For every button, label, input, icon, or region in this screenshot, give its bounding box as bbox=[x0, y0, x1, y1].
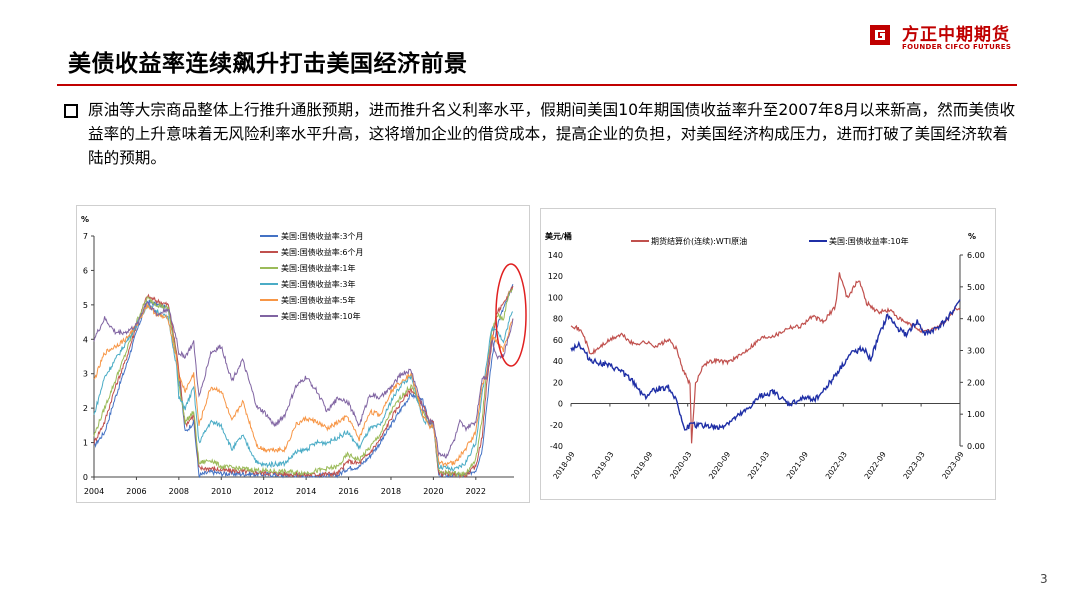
x-tick-label: 2021-03 bbox=[746, 450, 771, 481]
bullet-square-icon bbox=[64, 104, 78, 118]
y-tick-label: 6 bbox=[83, 266, 88, 275]
x-tick-label: 2018-09 bbox=[551, 450, 576, 481]
bullet-paragraph: 原油等大宗商品整体上行推升通胀预期，进而推升名义利率水平，假期间美国10年期国债… bbox=[88, 101, 1016, 167]
series-line-wti bbox=[570, 272, 961, 444]
right-tick-label: 3.00 bbox=[967, 347, 985, 356]
x-tick-label: 2023-03 bbox=[901, 450, 926, 481]
legend: 美国:国债收益率:3个月美国:国债收益率:6个月美国:国债收益率:1年美国:国债… bbox=[260, 231, 363, 321]
left-tick-label: -20 bbox=[550, 421, 563, 430]
legend-label: 美国:国债收益率:3年 bbox=[281, 279, 355, 289]
x-tick-label: 2012 bbox=[254, 487, 274, 496]
x-tick-label: 2018 bbox=[381, 487, 401, 496]
right-tick-label: 6.00 bbox=[967, 251, 985, 260]
x-tick-label: 2019-03 bbox=[590, 450, 615, 481]
x-tick-label: 2023-09 bbox=[940, 450, 965, 481]
legend-label: 美国:国债收益率:10年 bbox=[281, 311, 361, 321]
wti-vs-10y-chart: 美元/桶 % 期货结算价(连续):WTI原油 美国:国债收益率:10年 140 120 10… bbox=[545, 231, 985, 481]
y-tick-label: 4 bbox=[83, 335, 88, 344]
series-line bbox=[93, 303, 514, 472]
x-tick-label: 2008 bbox=[169, 487, 189, 496]
x-tick-label: 2021-09 bbox=[785, 450, 810, 481]
legend-label: 美国:国债收益率:3个月 bbox=[281, 231, 363, 241]
right-tick-label: 4.00 bbox=[967, 315, 985, 324]
chart-panel-wti-vs-10y: 美元/桶% 期货结算价(连续):WTI原油 美国:国债收益率:10年 140 120 10… bbox=[540, 208, 996, 500]
series-line bbox=[93, 288, 514, 478]
y-tick-label: 3 bbox=[83, 370, 88, 379]
highlight-ellipse bbox=[495, 263, 527, 367]
x-tick-label: 2016 bbox=[338, 487, 358, 496]
legend-label: 美国:国债收益率:5年 bbox=[281, 295, 355, 305]
x-tick-label: 2019-09 bbox=[629, 450, 654, 481]
x-tick-label: 2020 bbox=[423, 487, 443, 496]
series-line-10y bbox=[570, 299, 961, 431]
series-group bbox=[93, 284, 514, 479]
series-line bbox=[93, 301, 514, 459]
x-tick-label: 2022-09 bbox=[862, 450, 887, 481]
left-tick-label: 120 bbox=[548, 272, 563, 281]
right-tick-label: 0.00 bbox=[967, 442, 985, 451]
page-title: 美债收益率连续飙升打击美国经济前景 bbox=[68, 51, 468, 77]
legend-label: 美国:国债收益率:6个月 bbox=[281, 247, 363, 257]
y-tick-label: 2 bbox=[83, 404, 88, 413]
legend-label: 美国:国债收益率:1年 bbox=[281, 263, 355, 273]
x-tick-label: 2010 bbox=[211, 487, 231, 496]
logo-text-en: FOUNDER CIFCO FUTURES bbox=[902, 43, 1012, 51]
company-logo: 方正中期期货 FOUNDER CIFCO FUTURES bbox=[868, 20, 1018, 56]
left-tick-label: 40 bbox=[553, 357, 563, 366]
logo-mark-icon bbox=[870, 25, 890, 45]
legend: 期货结算价(连续):WTI原油 美国:国债收益率:10年 bbox=[631, 236, 909, 246]
x-tick-label: 2020-09 bbox=[707, 450, 732, 481]
left-tick-label: -40 bbox=[550, 442, 563, 451]
title-underline bbox=[57, 84, 1017, 86]
right-axis-unit-label: % bbox=[968, 232, 976, 241]
right-tick-label: 2.00 bbox=[967, 378, 985, 387]
legend-label: 期货结算价(连续):WTI原油 bbox=[651, 236, 747, 246]
y-tick-label: 7 bbox=[83, 232, 88, 241]
x-tick-label: 2006 bbox=[126, 487, 146, 496]
series-group bbox=[570, 272, 961, 444]
x-tick-label: 2014 bbox=[296, 487, 316, 496]
logo-text-cn: 方正中期期货 bbox=[902, 25, 1010, 45]
left-tick-label: 100 bbox=[548, 293, 563, 302]
x-tick-label: 2004 bbox=[84, 487, 104, 496]
right-tick-label: 1.00 bbox=[967, 410, 985, 419]
left-tick-label: 60 bbox=[553, 336, 563, 345]
x-tick-label: 2022-03 bbox=[824, 450, 849, 481]
left-tick-label: 20 bbox=[553, 378, 563, 387]
chart-panel-treasury-yields: % 0 1 2 3 4 5 6 7 2004 2006 2008 2010 2012 2014 2016 201… bbox=[76, 205, 530, 503]
x-tick-label: 2022 bbox=[466, 487, 486, 496]
page-number: 3 bbox=[1040, 572, 1048, 586]
treasury-yields-chart: % 0 1 2 3 4 5 6 7 2004 2006 2008 2010 2012 2014 2016 201… bbox=[81, 215, 527, 496]
x-tick-label: 2020-03 bbox=[668, 450, 693, 481]
y-tick-label: 1 bbox=[83, 439, 88, 448]
right-tick-label: 5.00 bbox=[967, 283, 985, 292]
y-tick-label: 5 bbox=[83, 301, 88, 310]
y-axis-unit-label: % bbox=[81, 215, 89, 224]
series-line bbox=[93, 303, 514, 468]
left-axis-unit-label: 美元/桶 bbox=[545, 231, 572, 241]
left-tick-label: 0 bbox=[558, 400, 563, 409]
left-tick-label: 140 bbox=[548, 251, 563, 260]
y-tick-label: 0 bbox=[83, 473, 88, 482]
legend-label: 美国:国债收益率:10年 bbox=[829, 236, 909, 246]
left-tick-label: 80 bbox=[553, 315, 563, 324]
